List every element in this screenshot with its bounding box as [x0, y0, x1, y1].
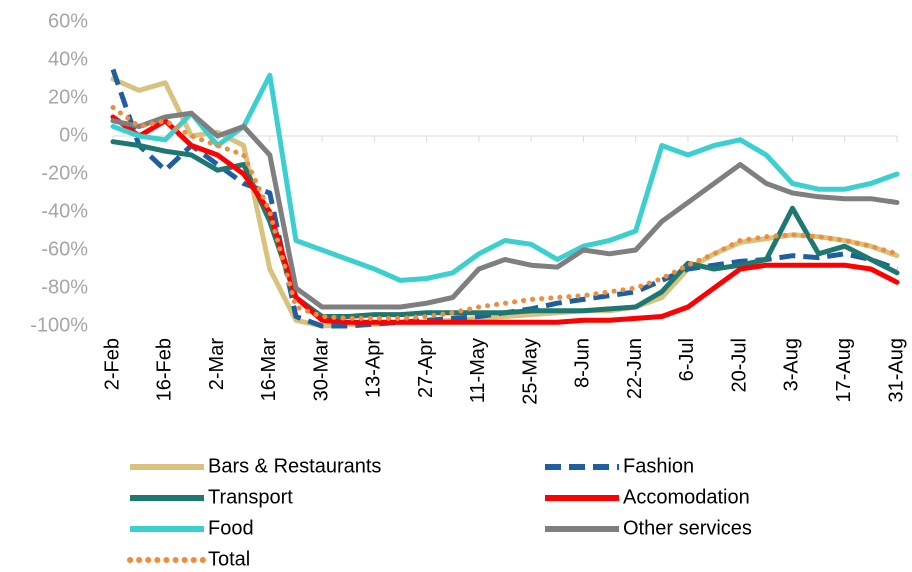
x-tick-label: 8-Jun	[572, 338, 594, 388]
legend-label: Transport	[208, 486, 293, 508]
x-tick-label: 17-Aug	[833, 338, 855, 403]
x-tick-label: 6-Jul	[676, 338, 698, 381]
x-tick-label: 11-May	[467, 338, 489, 403]
y-tick-label: -20%	[41, 162, 88, 184]
legend-label: Total	[208, 548, 250, 570]
series-line	[110, 105, 900, 321]
series-line	[110, 76, 900, 329]
x-tick-label: 25-May	[519, 338, 541, 405]
x-tick-label: 16-Feb	[154, 338, 176, 401]
legend-label: Food	[208, 517, 254, 539]
x-tick-label: 31-Aug	[885, 338, 907, 403]
legend-label: Other services	[623, 517, 752, 539]
y-tick-label: 40%	[48, 48, 88, 70]
series-line	[110, 68, 898, 329]
legend-label: Bars & Restaurants	[208, 455, 381, 477]
y-tick-label: -60%	[41, 238, 88, 260]
series-line	[110, 114, 900, 325]
x-tick-label: 3-Aug	[781, 338, 803, 391]
x-tick-label: 13-Apr	[363, 338, 385, 398]
x-tick-label: 2-Feb	[101, 338, 123, 390]
x-tick-label: 30-Mar	[310, 338, 332, 402]
legend-label: Fashion	[623, 455, 694, 477]
legend-label: Accomodation	[623, 486, 750, 508]
y-tick-label: 0%	[59, 124, 88, 146]
x-tick-label: 2-Mar	[206, 338, 228, 391]
x-tick-label: 16-Mar	[258, 338, 280, 402]
series-line	[110, 110, 900, 310]
series-line	[110, 139, 900, 319]
x-tick-label: 27-Apr	[415, 338, 437, 398]
y-tick-label: -100%	[30, 314, 88, 336]
x-tick-label: 22-Jun	[624, 338, 646, 399]
series-line	[110, 72, 900, 283]
y-tick-label: 20%	[48, 86, 88, 108]
y-tick-label: -80%	[41, 276, 88, 298]
y-tick-label: -40%	[41, 200, 88, 222]
x-tick-label: 20-Jul	[728, 338, 750, 392]
y-tick-label: 60%	[48, 10, 88, 32]
